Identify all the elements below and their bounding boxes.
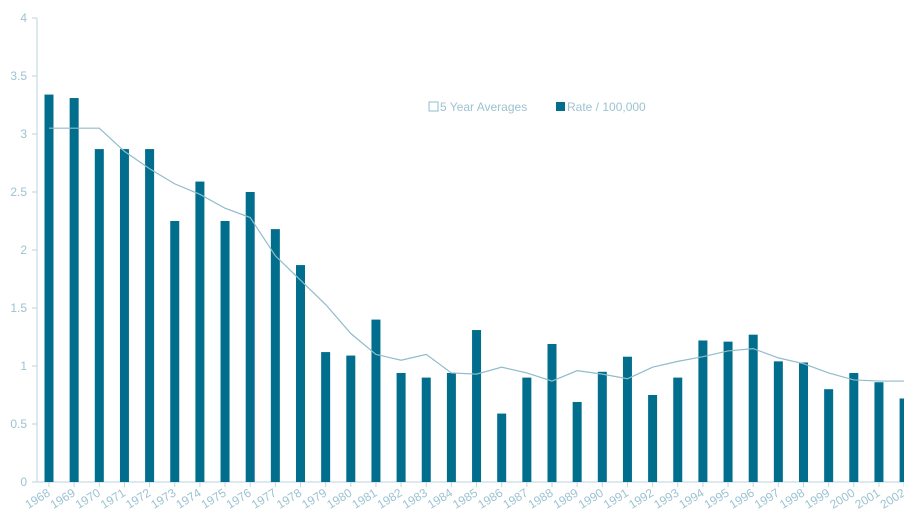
legend-label-rate: Rate / 100,000 (567, 100, 646, 114)
rate-bar (849, 372, 859, 482)
legend-label-5-year-averages: 5 Year Averages (440, 100, 527, 114)
y-tick-label: 0.5 (10, 417, 27, 431)
rate-bar (119, 149, 129, 482)
rate-bar (371, 319, 381, 482)
rate-bar (748, 334, 758, 482)
y-tick-label: 1.5 (10, 301, 27, 315)
rate-bar (270, 229, 280, 482)
rate-bar (472, 330, 482, 482)
rate-bar (346, 355, 356, 482)
y-tick-label: 0 (20, 475, 27, 489)
y-tick-label: 3 (20, 127, 27, 141)
rate-bar (396, 372, 406, 482)
y-tick-label: 2 (20, 243, 27, 257)
rate-bar (446, 372, 456, 482)
y-tick-label: 4 (20, 11, 27, 25)
rate-bar (220, 221, 230, 482)
five-year-average-polyline (49, 127, 904, 382)
y-axis: 0 0.5 1 1.5 2 2.5 3 3.5 4 (10, 11, 38, 489)
rate-bars (44, 94, 904, 482)
x-tick-label: 2002 (878, 486, 904, 512)
rate-bar (321, 352, 331, 482)
rate-bar (69, 98, 79, 482)
legend: 5 Year Averages Rate / 100,000 (428, 100, 646, 114)
rate-bar (547, 343, 557, 482)
x-axis: 1968196919701971197219731974197519761977… (23, 481, 904, 512)
rate-bar (245, 192, 255, 482)
rate-bar (421, 377, 431, 482)
rate-bar (572, 401, 582, 482)
rate-bar (44, 94, 54, 482)
five-year-average-line (49, 127, 904, 382)
rate-bar (170, 221, 180, 482)
rate-bar (673, 377, 683, 482)
rate-bar (145, 149, 155, 482)
rate-bar (522, 377, 532, 482)
rate-bar (773, 361, 783, 482)
rate-bar (597, 371, 607, 482)
rate-bar (94, 149, 104, 482)
rate-bar (648, 395, 658, 482)
rate-bar (824, 389, 834, 482)
rate-bar (296, 265, 305, 482)
rate-bar (723, 341, 733, 482)
rate-bar (799, 362, 808, 482)
rate-bar (899, 398, 904, 482)
y-tick-label: 1 (20, 359, 27, 373)
rate-bar (622, 356, 632, 482)
rate-bar (874, 382, 884, 482)
legend-swatch-5-year-averages (428, 101, 439, 112)
y-tick-label: 3.5 (10, 69, 27, 83)
rate-bar (698, 340, 708, 482)
rate-bar (497, 413, 507, 482)
rate-bar (195, 181, 205, 482)
legend-swatch-rate (556, 102, 565, 111)
y-tick-label: 2.5 (10, 185, 27, 199)
